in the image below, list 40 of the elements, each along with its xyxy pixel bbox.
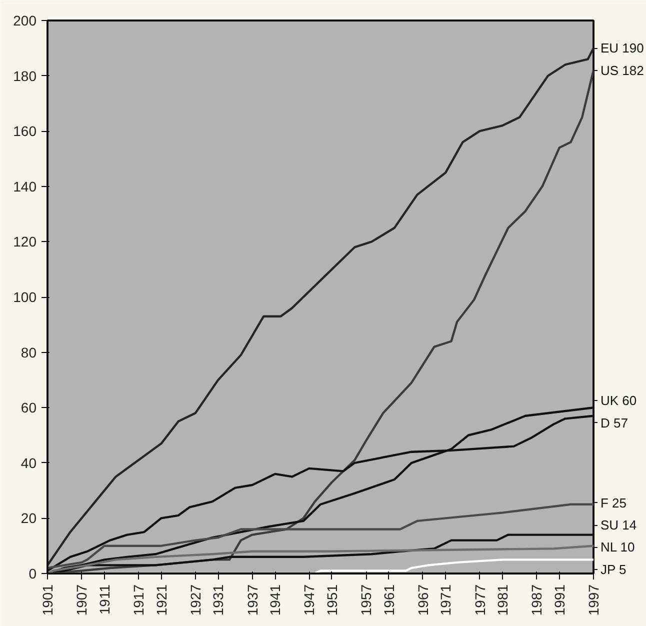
text: EU 190 bbox=[600, 40, 644, 56]
x-tick-label: 1951 bbox=[324, 584, 340, 616]
y-tick-label: 20 bbox=[20, 510, 37, 526]
x-tick-label: 1947 bbox=[301, 584, 318, 616]
x-tick-label: 1927 bbox=[187, 584, 204, 616]
y-tick-label: 40 bbox=[20, 454, 37, 471]
y-tick-label: 0 bbox=[28, 566, 37, 582]
x-tick-label: 1997 bbox=[586, 584, 602, 616]
text: SU 14 bbox=[600, 518, 637, 533]
x-tick-label: 1911 bbox=[96, 584, 112, 615]
text: JP 5 bbox=[600, 562, 626, 577]
text: D 57 bbox=[600, 415, 628, 430]
x-tick-label: 1957 bbox=[358, 584, 374, 616]
y-tick-label: 80 bbox=[20, 344, 37, 360]
y-tick-label: 140 bbox=[13, 178, 37, 194]
x-tick-label: 1917 bbox=[130, 584, 146, 616]
text: NL 10 bbox=[600, 540, 635, 555]
y-tick-label: 200 bbox=[13, 12, 37, 28]
x-tick-label: 1907 bbox=[74, 584, 90, 616]
x-tick-label: 1921 bbox=[153, 584, 170, 616]
x-tick-label: 1977 bbox=[472, 584, 488, 616]
x-tick-label: 1901 bbox=[40, 584, 56, 616]
y-tick-label: 60 bbox=[20, 400, 37, 416]
x-tick-label: 1967 bbox=[414, 584, 431, 616]
x-tick-label: 1971 bbox=[438, 584, 454, 616]
line-series bbox=[48, 503, 594, 570]
y-tick-label: 120 bbox=[13, 234, 37, 250]
y-tick-label: 160 bbox=[13, 123, 37, 140]
x-tick-label: 1941 bbox=[267, 584, 283, 616]
x-tick-label: 1981 bbox=[494, 584, 510, 616]
x-tick-label: 1987 bbox=[528, 584, 545, 616]
x-tick-label: 1937 bbox=[244, 584, 260, 616]
x-tick-label: 1961 bbox=[380, 584, 397, 616]
y-tick-label: 100 bbox=[13, 289, 37, 305]
text: US 182 bbox=[600, 62, 644, 78]
x-tick-label: 1931 bbox=[210, 584, 226, 616]
y-tick-label: 180 bbox=[13, 68, 37, 84]
text: F 25 bbox=[600, 495, 627, 510]
text: UK 60 bbox=[600, 393, 637, 408]
x-tick-label: 1991 bbox=[551, 584, 568, 616]
